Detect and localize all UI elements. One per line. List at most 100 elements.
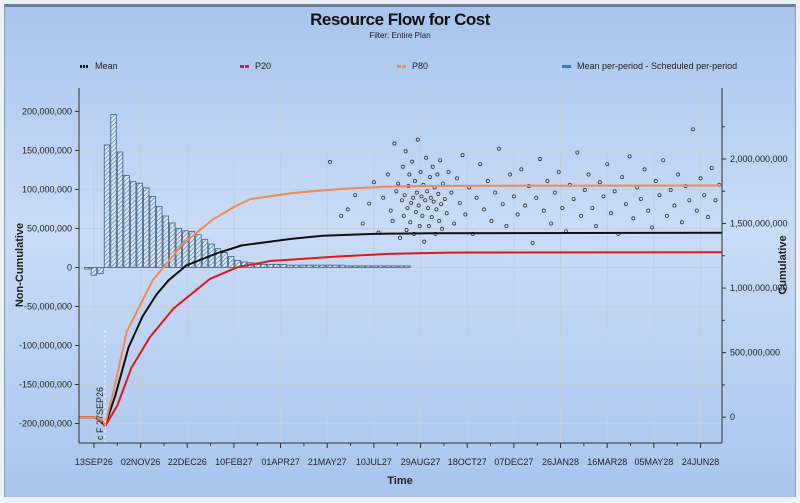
bar xyxy=(293,264,300,268)
scatter-point xyxy=(403,149,408,154)
scatter-point xyxy=(441,181,445,186)
scatter-point xyxy=(444,211,449,216)
scatter-point xyxy=(608,211,613,216)
scatter-point xyxy=(586,172,591,177)
x-tick-label: 29AUG27 xyxy=(401,457,441,467)
bar xyxy=(371,265,379,268)
y-left-tick-label: 100,000,000 xyxy=(22,184,72,194)
y-right-tick-label: 2,000,000,000 xyxy=(730,154,788,164)
bar xyxy=(391,265,398,268)
bar xyxy=(306,264,313,268)
bar xyxy=(162,215,169,268)
chart-title: Resource Flow for Cost xyxy=(310,10,490,29)
y-right-tick-label: 0 xyxy=(730,412,735,422)
scatter-point xyxy=(427,224,431,229)
bar xyxy=(129,181,137,268)
scatter-point xyxy=(455,176,459,181)
bar-series xyxy=(84,114,411,276)
legend-swatch-p20 xyxy=(240,64,249,68)
scatter-point xyxy=(623,202,628,207)
bar xyxy=(90,267,98,276)
scatter-point xyxy=(657,193,662,198)
line-p20 xyxy=(79,251,722,428)
bar xyxy=(195,234,202,268)
bar xyxy=(188,231,196,268)
scatter-point xyxy=(519,167,524,172)
scatter-point xyxy=(676,172,681,177)
scatter-point xyxy=(390,219,395,223)
bar xyxy=(227,256,235,268)
bar xyxy=(280,263,287,268)
scatter-point xyxy=(597,180,602,185)
scatter-point xyxy=(430,164,435,169)
x-tick-label: 05MAY28 xyxy=(634,457,673,467)
scatter-point xyxy=(523,203,528,208)
scatter-point xyxy=(446,169,451,174)
scatter-point xyxy=(497,146,501,151)
bar xyxy=(84,267,91,270)
legend-label-p20: P20 xyxy=(255,61,272,71)
scatter-point xyxy=(434,207,439,212)
scatter-point xyxy=(545,178,550,183)
scatter-point xyxy=(511,194,516,199)
y-left-tick-label: -50,000,000 xyxy=(24,301,72,311)
x-tick-label: 26JAN28 xyxy=(542,457,579,467)
y-left-tick-label: -100,000,000 xyxy=(19,340,72,350)
scatter-point xyxy=(590,206,595,211)
scatter-point xyxy=(367,201,372,206)
bar xyxy=(110,114,117,268)
scatter-point xyxy=(638,197,643,201)
scatter-point xyxy=(328,159,332,164)
scatter-point xyxy=(556,169,561,174)
bar xyxy=(201,238,209,268)
scatter-point xyxy=(396,181,401,186)
scatter-point xyxy=(627,154,632,159)
scatter-point xyxy=(410,159,415,164)
y-right-tick-label: 500,000,000 xyxy=(730,348,780,358)
scatter-point xyxy=(457,200,462,205)
scatter-point xyxy=(423,198,428,203)
scatter-point xyxy=(438,158,443,163)
bar xyxy=(312,264,320,268)
scatter-point xyxy=(409,200,414,205)
scatter-point xyxy=(575,150,580,155)
y-left-tick-label: -150,000,000 xyxy=(19,379,72,389)
scatter-point xyxy=(650,225,654,230)
scatter-point xyxy=(541,208,546,213)
scatter-point xyxy=(620,175,625,180)
scatter-point xyxy=(413,209,418,214)
scatter-point xyxy=(571,197,576,201)
y-right-axis-title: Cumulative xyxy=(777,235,789,294)
scatter-point xyxy=(485,178,490,183)
scatter-point xyxy=(392,141,397,146)
bar xyxy=(365,265,372,268)
y-left-tick-label: -200,000,000 xyxy=(19,418,72,428)
x-tick-label: 16MAR28 xyxy=(587,457,627,467)
bar xyxy=(286,264,294,268)
x-tick-label: 10FEB27 xyxy=(215,457,253,467)
x-tick-label: 13SEP26 xyxy=(75,457,113,467)
scatter-point xyxy=(425,189,430,194)
scatter-point xyxy=(493,190,498,195)
scatter-point xyxy=(549,221,554,226)
bar xyxy=(103,144,111,268)
bar xyxy=(97,267,104,275)
bar xyxy=(221,252,228,268)
scatter-point xyxy=(664,213,669,218)
scatter-point xyxy=(404,228,409,232)
scatter-point xyxy=(436,191,441,196)
legend-item-mean: Mean xyxy=(80,61,118,71)
bar xyxy=(299,264,307,268)
scatter-point xyxy=(414,190,419,195)
scatter-point xyxy=(508,172,513,177)
legend-item-p20: P20 xyxy=(240,61,271,71)
scatter-point xyxy=(435,172,440,177)
scatter-point xyxy=(706,215,710,220)
scatter-point xyxy=(631,216,636,221)
bar xyxy=(267,263,274,268)
scatter-point xyxy=(345,207,350,212)
scatter-point xyxy=(401,213,406,218)
x-axis-title: Time xyxy=(387,475,412,487)
legend-swatch-p80 xyxy=(397,64,406,68)
